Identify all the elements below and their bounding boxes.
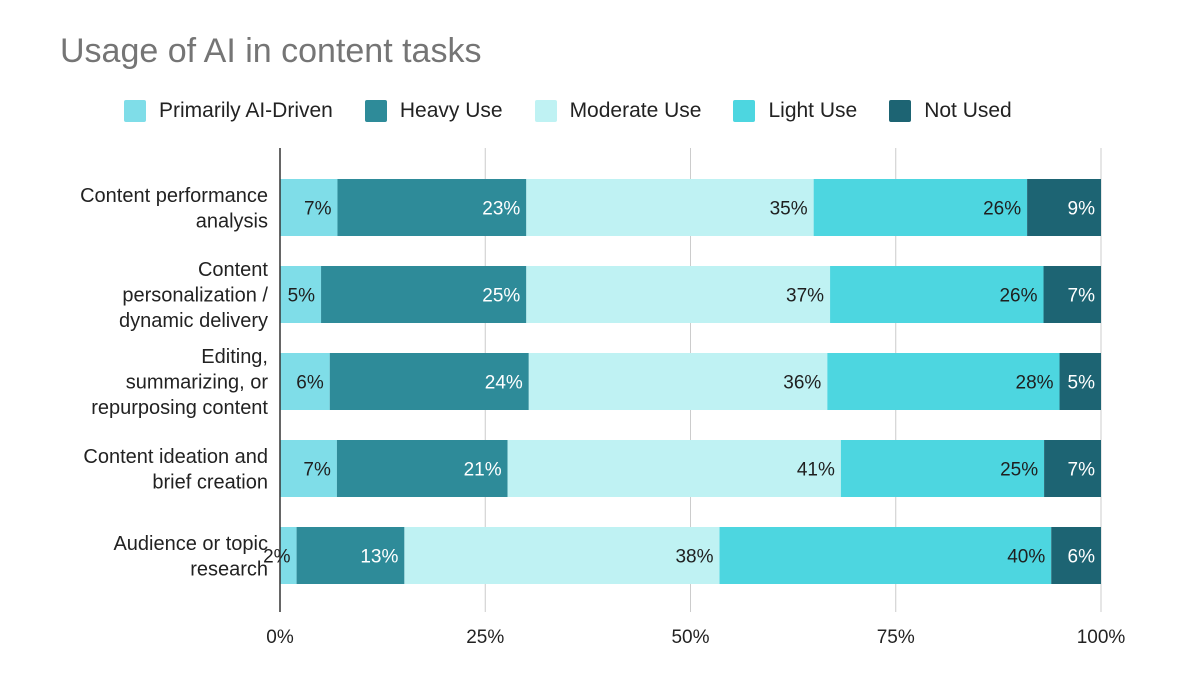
category-label: research <box>190 558 268 580</box>
data-label: 5% <box>288 286 316 307</box>
legend-label: Light Use <box>768 99 858 122</box>
data-label: 7% <box>1068 460 1096 481</box>
legend-item-heavy-use: Heavy Use <box>364 99 503 123</box>
x-tick-label: 25% <box>466 627 504 648</box>
legend-item-light-use: Light Use <box>733 99 857 123</box>
category-label: analysis <box>196 210 268 232</box>
legend-item-not-used: Not Used <box>889 99 1012 123</box>
x-tick-label: 50% <box>671 627 709 648</box>
bar-segment-not-used <box>1051 527 1101 584</box>
bar-segment-primarily-ai-driven <box>280 353 330 410</box>
bar-segment-light-use <box>827 353 1060 410</box>
data-label: 5% <box>1068 373 1096 394</box>
data-label: 7% <box>304 199 332 220</box>
bar-segment-light-use <box>813 179 1028 236</box>
bar-segment-primarily-ai-driven <box>280 527 297 584</box>
legend-item-moderate-use: Moderate Use <box>534 99 702 123</box>
data-label: 25% <box>482 286 520 307</box>
data-label: 35% <box>770 199 808 220</box>
data-label: 40% <box>1007 547 1045 568</box>
data-label: 7% <box>1068 286 1096 307</box>
bar-segment-moderate-use <box>528 353 828 410</box>
bar-segment-not-used <box>1059 353 1101 410</box>
chart-title: Usage of AI in content tasks <box>60 32 482 70</box>
data-label: 28% <box>1016 373 1054 394</box>
legend-label: Not Used <box>924 99 1012 122</box>
data-label: 13% <box>360 547 398 568</box>
bar-segment-light-use <box>840 440 1045 497</box>
data-label: 9% <box>1068 199 1096 220</box>
bar-segment-heavy-use <box>337 179 527 236</box>
bar-segment-not-used <box>1027 179 1101 236</box>
data-label: 6% <box>1068 547 1096 568</box>
legend: Primarily AI-Driven Heavy Use Moderate Use… <box>124 98 1044 124</box>
category-label: personalization / <box>122 285 268 307</box>
data-label: 21% <box>464 460 502 481</box>
category-label: Editing, <box>201 346 268 368</box>
legend-item-primarily-ai-driven: Primarily AI-Driven <box>124 99 333 123</box>
data-label: 2% <box>263 547 291 568</box>
legend-label: Primarily AI-Driven <box>159 99 333 122</box>
bar-segment-heavy-use <box>321 266 527 323</box>
category-label: summarizing, or <box>126 372 269 394</box>
bar-segment-moderate-use <box>526 179 814 236</box>
category-label: dynamic delivery <box>119 310 268 332</box>
data-label: 6% <box>296 373 324 394</box>
bar-segment-light-use <box>830 266 1044 323</box>
data-label: 24% <box>485 373 523 394</box>
data-label: 25% <box>1000 460 1038 481</box>
bar-segment-primarily-ai-driven <box>280 440 337 497</box>
data-label: 26% <box>983 199 1021 220</box>
legend-swatch <box>733 100 756 122</box>
bar-segment-heavy-use <box>336 440 508 497</box>
x-tick-label: 75% <box>877 627 915 648</box>
legend-swatch <box>889 100 912 122</box>
category-label: Audience or topic <box>113 533 268 555</box>
legend-label: Moderate Use <box>569 99 702 122</box>
legend-swatch <box>534 100 557 122</box>
x-tick-label: 100% <box>1077 627 1126 648</box>
bar-segment-moderate-use <box>507 440 841 497</box>
data-label: 26% <box>999 286 1037 307</box>
bar-segment-heavy-use <box>296 527 405 584</box>
data-label: 41% <box>797 460 835 481</box>
bar-segment-heavy-use <box>329 353 529 410</box>
data-label: 37% <box>786 286 824 307</box>
legend-swatch <box>364 100 387 122</box>
bar-segment-primarily-ai-driven <box>280 179 338 236</box>
legend-swatch <box>124 100 146 122</box>
category-label: Content performance <box>80 185 268 207</box>
bar-segment-not-used <box>1043 266 1101 323</box>
bar-segment-light-use <box>719 527 1052 584</box>
x-tick-label: 0% <box>266 627 294 648</box>
category-label: Content <box>198 259 268 281</box>
bar-segment-primarily-ai-driven <box>280 266 322 323</box>
bar-segment-moderate-use <box>526 266 831 323</box>
data-label: 23% <box>482 199 520 220</box>
data-label: 7% <box>303 460 331 481</box>
data-label: 36% <box>783 373 821 394</box>
category-label: Content ideation and <box>83 446 268 468</box>
legend-label: Heavy Use <box>399 99 503 122</box>
bar-segment-moderate-use <box>404 527 720 584</box>
bar-segment-not-used <box>1044 440 1101 497</box>
category-label: brief creation <box>152 471 268 493</box>
category-label: repurposing content <box>91 397 268 419</box>
data-label: 38% <box>675 547 713 568</box>
